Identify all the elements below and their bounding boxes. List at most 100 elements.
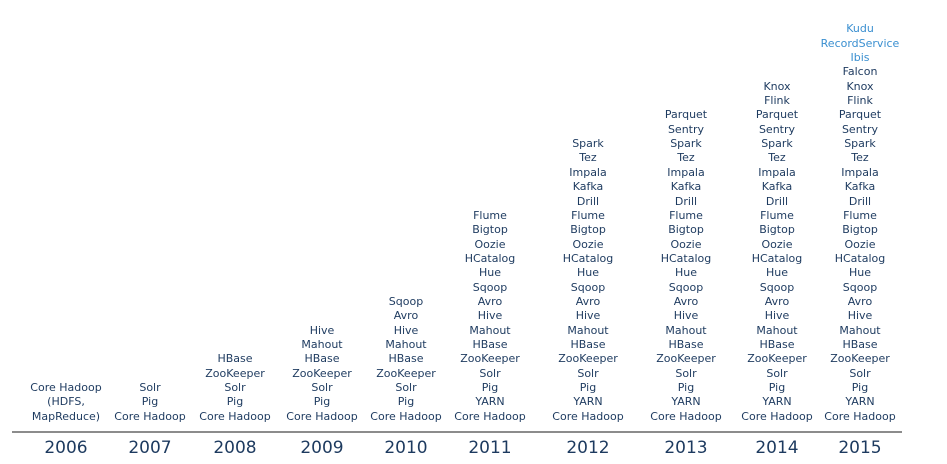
project-label: HBase bbox=[759, 337, 795, 351]
year-stack-2013: Parquet Sentry Spark Tez Impala Kafka Drill Flu… bbox=[638, 108, 734, 424]
project-label: Avro bbox=[393, 309, 419, 323]
project-label: YARN bbox=[573, 395, 603, 409]
project-label: Hive bbox=[847, 309, 873, 323]
project-label: Oozie bbox=[474, 237, 506, 251]
project-label: Impala bbox=[841, 165, 879, 179]
project-label: HBase bbox=[388, 352, 424, 366]
project-label: Kafka bbox=[572, 180, 604, 194]
project-label: Pig bbox=[677, 380, 695, 394]
project-label: HBase bbox=[304, 352, 340, 366]
project-label: Pig bbox=[851, 380, 869, 394]
project-label: Tez bbox=[677, 151, 695, 165]
project-label: Flume bbox=[571, 208, 605, 222]
project-label: Solr bbox=[766, 366, 788, 380]
project-label: (HDFS, bbox=[47, 395, 85, 409]
project-label: Core Hadoop bbox=[30, 380, 102, 394]
project-label: Oozie bbox=[761, 237, 793, 251]
project-label: Sentry bbox=[841, 122, 879, 136]
project-label: Oozie bbox=[572, 237, 604, 251]
project-label: Pig bbox=[397, 395, 415, 409]
year-label: 2007 bbox=[128, 438, 172, 458]
project-label: Pig bbox=[768, 380, 786, 394]
project-label-new: Ibis bbox=[850, 51, 870, 65]
project-label-new: Kudu bbox=[846, 22, 874, 36]
project-label: Impala bbox=[569, 165, 607, 179]
project-label: Flume bbox=[669, 208, 703, 222]
project-label: Bigtop bbox=[842, 223, 878, 237]
project-label: Flink bbox=[847, 94, 873, 108]
project-label: Solr bbox=[479, 366, 501, 380]
year-label: 2013 bbox=[664, 438, 708, 458]
project-label: Mahout bbox=[301, 337, 343, 351]
project-label: Sqoop bbox=[388, 294, 424, 308]
year-stack-2006: Core Hadoop (HDFS, MapReduce) bbox=[18, 381, 114, 424]
project-label: Core Hadoop bbox=[370, 409, 442, 423]
project-label: Sqoop bbox=[570, 280, 606, 294]
project-label: Hive bbox=[393, 323, 419, 337]
project-label: Solr bbox=[395, 380, 417, 394]
project-label: ZooKeeper bbox=[292, 366, 352, 380]
project-label: Mahout bbox=[567, 323, 609, 337]
project-label: ZooKeeper bbox=[830, 352, 890, 366]
project-label: Core Hadoop bbox=[114, 409, 186, 423]
year-label: 2015 bbox=[838, 438, 882, 458]
project-label: Sentry bbox=[667, 122, 705, 136]
project-label: Hive bbox=[477, 309, 503, 323]
project-label: ZooKeeper bbox=[460, 352, 520, 366]
project-label: Pig bbox=[579, 380, 597, 394]
project-label: HCatalog bbox=[562, 251, 614, 265]
project-label: HBase bbox=[217, 352, 253, 366]
project-label: Core Hadoop bbox=[199, 409, 271, 423]
project-label: Parquet bbox=[755, 108, 799, 122]
project-label: Core Hadoop bbox=[824, 409, 896, 423]
project-label: Hue bbox=[576, 266, 599, 280]
project-label: Mahout bbox=[385, 337, 427, 351]
project-label: HCatalog bbox=[834, 251, 886, 265]
project-label: Core Hadoop bbox=[650, 409, 722, 423]
project-label: HBase bbox=[472, 337, 508, 351]
project-label: Pig bbox=[313, 395, 331, 409]
project-label: Pig bbox=[481, 380, 499, 394]
project-label: Hive bbox=[575, 309, 601, 323]
project-label: YARN bbox=[845, 395, 875, 409]
project-label: Avro bbox=[673, 294, 699, 308]
project-label: HBase bbox=[668, 337, 704, 351]
year-stack-2012: Spark Tez Impala Kafka Drill Flume Bigtop Oozie… bbox=[540, 137, 636, 424]
project-label: Flume bbox=[843, 208, 877, 222]
project-label: Spark bbox=[761, 137, 793, 151]
year-label: 2009 bbox=[300, 438, 344, 458]
project-label: Mahout bbox=[756, 323, 798, 337]
project-label: Kafka bbox=[761, 180, 793, 194]
project-label: Hive bbox=[673, 309, 699, 323]
timeline-baseline bbox=[12, 431, 902, 433]
project-label: Knox bbox=[846, 79, 874, 93]
project-label: ZooKeeper bbox=[656, 352, 716, 366]
project-label: Solr bbox=[849, 366, 871, 380]
project-label: Spark bbox=[844, 137, 876, 151]
project-label: Tez bbox=[768, 151, 786, 165]
project-label: Bigtop bbox=[472, 223, 508, 237]
project-label: Mahout bbox=[665, 323, 707, 337]
project-label: Core Hadoop bbox=[552, 409, 624, 423]
year-stack-2009: Hive Mahout HBase ZooKeeper Solr Pig Core Hado… bbox=[274, 324, 370, 424]
project-label: Solr bbox=[139, 380, 161, 394]
project-label: Knox bbox=[763, 79, 791, 93]
project-label: Hue bbox=[765, 266, 788, 280]
project-label: Oozie bbox=[844, 237, 876, 251]
year-label: 2008 bbox=[213, 438, 257, 458]
project-label: Solr bbox=[577, 366, 599, 380]
project-label: Flume bbox=[760, 208, 794, 222]
project-label: HCatalog bbox=[751, 251, 803, 265]
project-label: Solr bbox=[675, 366, 697, 380]
project-label: Impala bbox=[667, 165, 705, 179]
project-label: Bigtop bbox=[668, 223, 704, 237]
project-label: Sentry bbox=[758, 122, 796, 136]
project-label: Hive bbox=[309, 323, 335, 337]
project-label: Drill bbox=[674, 194, 698, 208]
project-label: YARN bbox=[762, 395, 792, 409]
project-label: Avro bbox=[477, 294, 503, 308]
project-label: Tez bbox=[851, 151, 869, 165]
project-label: Sqoop bbox=[842, 280, 878, 294]
project-label: Parquet bbox=[838, 108, 882, 122]
project-label: Impala bbox=[758, 165, 796, 179]
